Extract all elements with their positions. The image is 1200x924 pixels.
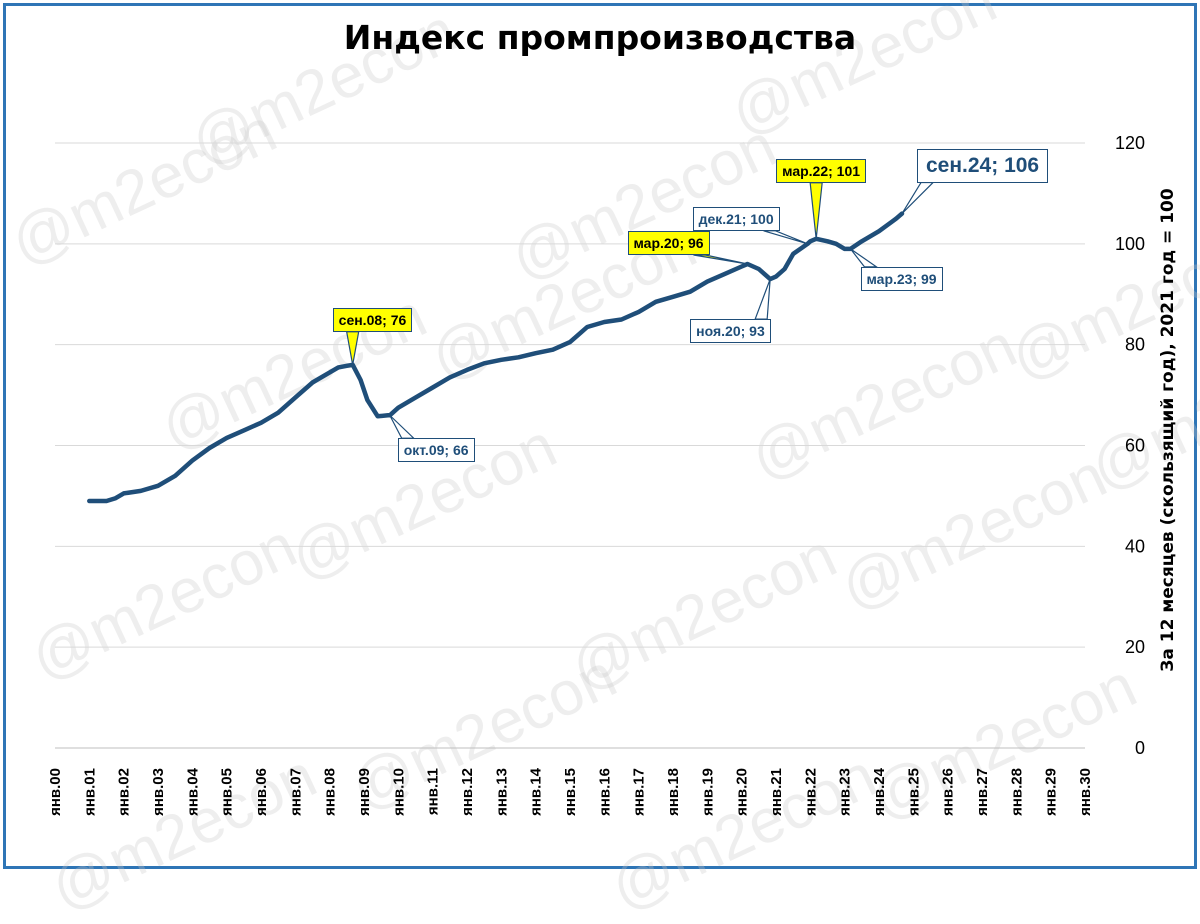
x-tick-label: янв.14: [528, 767, 545, 816]
y-tick-label: 60: [1125, 436, 1145, 456]
x-tick-label: янв.11: [425, 768, 442, 815]
x-tick-label: янв.06: [253, 768, 270, 816]
annotation-label: мар.23; 99: [860, 266, 943, 291]
annotation-pointer: [850, 248, 879, 268]
y-tick-label: 80: [1125, 335, 1145, 355]
plot-area: 0 20 40 60 80 100 120 янв.00 янв.01 янв.02 янв.03…: [47, 133, 1145, 816]
x-tick-label: янв.22: [802, 768, 819, 816]
chart-frame: [3, 3, 1197, 869]
series-layer: [87, 211, 905, 504]
x-tick-label: янв.23: [837, 768, 854, 816]
x-axis-ticks: янв.00 янв.01 янв.02 янв.03 янв.04 янв.05 янв.…: [47, 767, 1094, 816]
gridlines: [55, 142, 1085, 749]
x-tick-label: янв.30: [1077, 768, 1094, 816]
y-axis-ticks: 0 20 40 60 80 100 120: [1115, 133, 1145, 758]
annotation-pointer: [754, 278, 771, 320]
x-tick-label: янв.02: [116, 768, 133, 816]
annotation-label: мар.22; 101: [776, 158, 867, 183]
x-tick-label: янв.09: [356, 768, 373, 816]
y-tick-label: 0: [1135, 738, 1145, 758]
annotation-label: сен.24; 106: [917, 148, 1049, 183]
x-tick-label: янв.07: [287, 768, 304, 816]
y-tick-label: 100: [1115, 234, 1145, 254]
x-tick-label: янв.16: [596, 768, 613, 816]
x-tick-label: янв.17: [631, 768, 648, 816]
x-tick-label: янв.01: [81, 768, 98, 816]
x-tick-label: янв.00: [47, 768, 64, 816]
y-tick-label: 20: [1125, 637, 1145, 657]
annotation-pointer: [693, 254, 748, 265]
annotation-label: мар.20; 96: [627, 231, 710, 255]
x-tick-label: янв.10: [390, 768, 407, 816]
x-tick-label: янв.28: [1008, 768, 1025, 816]
annotation-label: ноя.20; 93: [690, 319, 771, 344]
x-tick-label: янв.19: [699, 768, 716, 816]
x-tick-label: янв.12: [459, 768, 476, 816]
x-tick-label: янв.26: [940, 768, 957, 816]
x-tick-label: янв.18: [665, 768, 682, 816]
annotation-label: дек.21; 100: [692, 206, 780, 231]
callout-pointers: [345, 181, 935, 439]
x-tick-label: янв.13: [493, 768, 510, 816]
x-tick-label: янв.21: [768, 768, 785, 816]
x-tick-label: янв.24: [871, 767, 888, 816]
annotation-pointer: [901, 181, 935, 215]
y-tick-label: 120: [1115, 133, 1145, 153]
x-tick-label: янв.08: [322, 768, 339, 816]
x-tick-label: янв.15: [562, 768, 579, 816]
annotation-pointer: [345, 331, 360, 365]
annotation-pointer: [809, 182, 823, 239]
x-tick-label: янв.25: [905, 768, 922, 816]
x-tick-label: янв.27: [974, 768, 991, 816]
annotation-label: окт.09; 66: [397, 438, 475, 463]
x-tick-label: янв.05: [219, 768, 236, 816]
x-tick-label: янв.03: [150, 768, 167, 816]
series-line: [87, 211, 905, 504]
x-tick-label: янв.04: [184, 767, 201, 816]
chart-title: Индекс промпроизводства: [343, 18, 857, 57]
annotation-label: сен.08; 76: [332, 307, 413, 332]
x-tick-label: янв.29: [1043, 768, 1060, 816]
y-axis-label: За 12 месяцев (скользящий год), 2021 год…: [1158, 188, 1178, 672]
annotation-pointer: [389, 414, 416, 439]
annotation-pointer: [763, 230, 808, 245]
y-tick-label: 40: [1125, 536, 1145, 556]
x-tick-label: янв.20: [734, 768, 751, 816]
